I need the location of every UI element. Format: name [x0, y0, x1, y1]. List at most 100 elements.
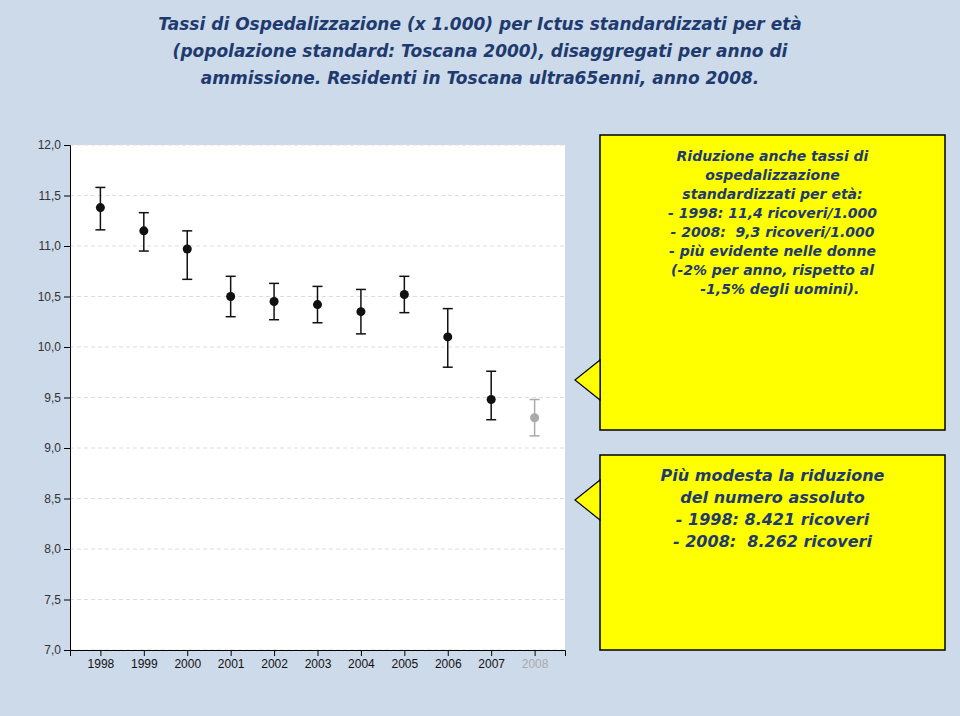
annotation-line: Più modesta la riduzione	[661, 466, 885, 485]
y-tick: 11,0	[39, 239, 70, 253]
x-tick-label: 2003	[305, 657, 332, 671]
point	[226, 292, 235, 301]
x-tick: 2006	[435, 650, 462, 671]
error-point	[356, 289, 366, 333]
x-tick-label: 2008	[522, 657, 549, 671]
error-cap-top	[486, 370, 496, 372]
error-cap-top	[226, 276, 236, 278]
error-point	[399, 276, 409, 312]
annotation-line: - 1998: 11,4 ricoveri/1.000	[668, 205, 877, 221]
x-tick-label: 2001	[218, 657, 245, 671]
point	[270, 297, 279, 306]
point	[443, 332, 452, 341]
x-tick: 1999	[131, 650, 158, 671]
x-tick-mark	[448, 650, 449, 656]
title: Tassi di Ospedalizzazione (x 1.000) per …	[158, 14, 802, 34]
error-point	[443, 309, 453, 368]
x-tick-mark	[187, 650, 188, 656]
x-tick-label: 2006	[435, 657, 462, 671]
x-tick-mark	[361, 650, 362, 656]
x-tick-mark	[144, 650, 145, 656]
error-cap-top	[356, 289, 366, 291]
annotation-box	[600, 135, 945, 430]
grid-line	[70, 195, 565, 196]
title: ammissione. Residenti in Toscana ultra65…	[201, 68, 760, 88]
x-tick: 1998	[88, 650, 115, 671]
y-tick-label: 11,5	[39, 189, 62, 203]
y-tick: 7,5	[44, 593, 70, 607]
error-point	[139, 213, 149, 251]
x-tick: 2002	[261, 650, 288, 671]
x-tick: 2007	[478, 650, 505, 671]
grid-line	[70, 347, 565, 348]
x-tick: 2005	[391, 650, 418, 671]
y-tick-mark	[64, 499, 70, 500]
annotation: Più modesta la riduzione del numero assol…	[575, 455, 945, 650]
y-tick: 8,5	[44, 492, 70, 506]
point	[530, 413, 539, 422]
x-tick: 2001	[218, 650, 245, 671]
x-tick: 2000	[174, 650, 201, 671]
y-tick-mark	[64, 196, 70, 197]
annotation-box	[600, 455, 945, 650]
y-tick: 9,0	[44, 441, 70, 455]
y-tick-mark	[64, 145, 70, 146]
annotation-line: Riduzione anche tassi di	[677, 148, 869, 164]
y-tick-label: 9,0	[44, 441, 61, 455]
plot-background	[70, 145, 565, 650]
annotation-line: (-2% per anno, rispetto al	[671, 262, 874, 278]
point	[183, 245, 192, 254]
annotation-line: - 1998: 8.421 ricoveri	[676, 510, 870, 529]
error-cap-bottom	[356, 333, 366, 335]
error-cap-top	[139, 212, 149, 214]
error-point	[269, 283, 279, 319]
annotation-pointer	[575, 360, 600, 400]
error-point	[95, 187, 105, 229]
error-cap-bottom	[399, 312, 409, 314]
y-tick: 12,0	[38, 138, 70, 152]
x-tick: 2003	[305, 650, 332, 671]
error-cap-top	[530, 399, 540, 401]
y-tick-mark	[64, 650, 70, 651]
error-point	[313, 286, 323, 322]
x-tick-label: 2007	[478, 657, 505, 671]
y-tick-mark	[64, 448, 70, 449]
annotation-text: Più modesta la riduzione del numero assol…	[661, 466, 885, 551]
x-tick-label: 1998	[88, 657, 115, 671]
y-tick-label: 9,5	[44, 391, 61, 405]
x-tick: 2004	[348, 650, 375, 671]
x-tick-mark	[318, 650, 319, 656]
y-tick-label: 11,0	[39, 239, 62, 253]
grid-line	[70, 448, 565, 449]
error-point	[182, 231, 192, 279]
y-tick-label: 7,5	[44, 593, 61, 607]
y-tick-mark	[64, 246, 70, 247]
x-tick-mark	[100, 650, 101, 656]
y-tick: 7,0	[44, 643, 70, 657]
error-point	[226, 276, 236, 316]
grid-line	[70, 498, 565, 499]
point	[400, 290, 409, 299]
y-tick: 11,5	[39, 189, 70, 203]
y-tick: 9,5	[44, 391, 70, 405]
x-tick-mark	[535, 650, 536, 656]
x-tick: 2008	[522, 650, 549, 671]
point	[96, 203, 105, 212]
x-axis: 1998 1999 2000 2001 2002 2003 2004 2005 2006 2007…	[71, 650, 566, 671]
y-tick: 10,5	[38, 290, 70, 304]
annotation-line: -1,5% degli uomini).	[686, 281, 860, 297]
y-tick-mark	[64, 347, 70, 348]
point	[313, 300, 322, 309]
error-cap-bottom	[95, 229, 105, 231]
annotation-text: Riduzione anche tassi diospedalizzazione…	[668, 148, 877, 297]
y-tick-label: 12,0	[38, 138, 62, 152]
x-tick-mark	[404, 650, 405, 656]
point	[487, 395, 496, 404]
y-tick: 8,0	[44, 542, 70, 556]
y-tick-mark	[64, 600, 70, 601]
y-tick-mark	[64, 297, 70, 298]
error-cap-top	[313, 286, 323, 288]
x-tick-mark	[491, 650, 492, 656]
annotation-line: del numero assoluto	[680, 488, 864, 507]
annotation-line: standardizzati per età:	[682, 186, 862, 202]
